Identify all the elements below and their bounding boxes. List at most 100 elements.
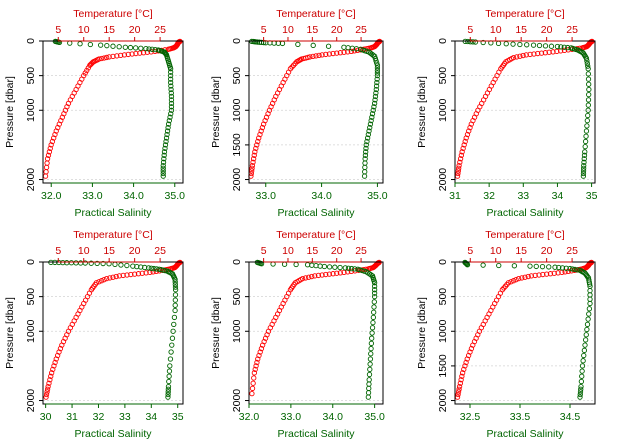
temperature-point [165, 46, 171, 52]
temperature-tick-label: 15 [103, 245, 115, 257]
temperature-point [48, 142, 54, 148]
salinity-tick-label: 35 [586, 190, 598, 202]
salinity-point [168, 93, 175, 100]
salinity-series [52, 38, 175, 179]
temperature-point [455, 168, 461, 174]
temperature-point [250, 156, 257, 162]
temperature-point [306, 274, 312, 280]
salinity-point [164, 128, 171, 134]
salinity-point [362, 152, 369, 158]
temperature-point [135, 271, 142, 277]
temperature-point [551, 270, 557, 276]
temperature-point [535, 50, 541, 57]
salinity-point [163, 135, 170, 141]
pressure-tick-label: 500 [231, 288, 243, 306]
salinity-point [581, 163, 587, 169]
temperature-point [547, 271, 554, 277]
temperature-point [82, 70, 88, 76]
temperature-point [546, 49, 552, 55]
temperature-point [121, 52, 128, 58]
salinity-point [309, 262, 315, 268]
salinity-point [310, 42, 316, 48]
salinity-point [168, 90, 174, 96]
temperature-point [249, 163, 256, 169]
temperature-tick-label: 5 [467, 245, 473, 257]
temperature-point [554, 48, 560, 55]
temperature-point [143, 270, 149, 276]
temperature-point [110, 53, 116, 60]
salinity-point [370, 107, 376, 113]
temperature-tick-label: 20 [541, 24, 553, 36]
temperature-point [334, 270, 340, 276]
salinity-point [585, 71, 591, 77]
salinity-point [371, 283, 378, 289]
salinity-point [167, 72, 174, 79]
temperature-point [467, 124, 473, 131]
temperature-tick-label: 5 [261, 24, 267, 36]
temperature-tick-label: 15 [515, 245, 527, 257]
pressure-tick-label: 1000 [25, 319, 37, 343]
pressure-tick-label: 2000 [437, 389, 449, 413]
salinity-point [365, 131, 371, 138]
temperature-point [523, 52, 529, 58]
temperature-point [253, 145, 259, 152]
temperature-point [256, 352, 262, 359]
temperature-point [457, 156, 464, 162]
salinity-point [171, 321, 177, 327]
temperature-point [466, 128, 472, 134]
salinity-point [371, 299, 377, 305]
salinity-point [162, 145, 168, 152]
temperature-point [258, 128, 264, 134]
salinity-point [172, 284, 179, 290]
pressure-tick-label: 0 [437, 38, 449, 44]
temperature-point [309, 273, 315, 280]
salinity-point [162, 142, 169, 148]
salinity-point [374, 70, 381, 76]
temperature-point [252, 366, 258, 373]
temperature-point [114, 53, 120, 59]
temperature-point [259, 124, 266, 131]
salinity-point [68, 260, 75, 266]
temperature-point [319, 52, 325, 58]
temperature-tick-label: 25 [154, 245, 166, 257]
salinity-point [368, 351, 374, 357]
temperature-point [52, 131, 58, 138]
salinity-point [167, 79, 174, 86]
salinity-point [580, 170, 587, 177]
pressure-axis-label: Pressure [dbar] [416, 76, 428, 148]
temperature-point [42, 173, 49, 179]
salinity-point [362, 169, 368, 175]
temperature-point [456, 386, 462, 392]
salinity-point [67, 40, 73, 46]
salinity-point [581, 156, 587, 162]
panel-2: 33.0 34.0 35.0 Practical Salinity 5 10 15 20 25 T… [210, 8, 388, 219]
salinity-point [496, 262, 502, 269]
temperature-point [514, 54, 520, 60]
salinity-point [361, 173, 368, 179]
salinity-point [366, 371, 373, 378]
temperature-point [128, 271, 134, 278]
temperature-series [42, 38, 183, 179]
salinity-point [365, 390, 372, 396]
salinity-point [583, 128, 590, 134]
salinity-point [172, 287, 179, 293]
salinity-point [167, 356, 174, 362]
salinity-point [165, 386, 171, 392]
salinity-point [579, 363, 586, 369]
temperature-point [259, 342, 266, 348]
salinity-point [371, 287, 378, 293]
salinity-point [585, 63, 591, 69]
salinity-point [275, 40, 281, 46]
temperature-tick-label: 25 [566, 245, 578, 257]
temperature-point [525, 273, 531, 280]
salinity-tick-label: 34.0 [123, 190, 144, 202]
salinity-point [584, 123, 590, 129]
temperature-point [459, 149, 465, 155]
temperature-point [531, 51, 537, 57]
pressure-tick-label: 2000 [437, 168, 449, 192]
pressure-tick-label: 1000 [25, 98, 37, 122]
salinity-point [165, 124, 171, 131]
salinity-tick-label: 35.0 [367, 190, 388, 202]
temperature-tick-label: 5 [55, 245, 61, 257]
